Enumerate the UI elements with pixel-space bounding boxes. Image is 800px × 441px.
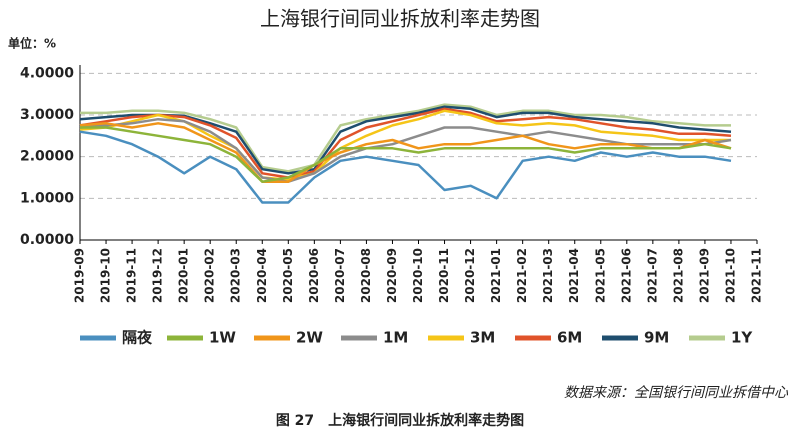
legend-label: 6M: [557, 329, 582, 347]
x-tick-label: 2020-04: [255, 248, 269, 303]
series-line: [79, 105, 732, 175]
x-tick-label: 2020-10: [411, 248, 425, 303]
x-tick-label: 2020-11: [437, 248, 451, 303]
series-line: [79, 122, 732, 183]
y-tick-label: 1.0000: [20, 190, 74, 206]
x-tick-label: 2019-10: [99, 248, 113, 303]
x-tick-label: 2021-05: [593, 248, 607, 303]
x-tick-label: 2020-03: [229, 248, 243, 303]
x-tick-label: 2020-12: [463, 248, 477, 303]
x-tick-label: 2020-02: [203, 248, 217, 303]
x-tick-label: 2021-06: [619, 248, 633, 303]
series-line: [80, 126, 732, 183]
x-tick-label: 2021-07: [645, 248, 659, 303]
chart-title: 上海银行间同业拆放利率走势图: [260, 7, 540, 31]
legend-label: 9M: [644, 329, 669, 347]
x-tick-label: 2021-10: [723, 248, 737, 303]
x-tick-label: 2020-09: [385, 248, 399, 303]
y-tick-label: 0.0000: [20, 232, 74, 248]
series-line: [79, 130, 732, 204]
source: 数据来源：全国银行间同业拆借中心: [564, 385, 789, 401]
x-tick-label: 2020-06: [307, 248, 321, 303]
x-tick-label: 2021-08: [671, 248, 685, 303]
x-tick-label: 2021-09: [697, 248, 711, 303]
legend-label: 1M: [383, 329, 408, 347]
x-tick-label: 2019-09: [73, 248, 87, 303]
caption: 图 27 上海银行间同业拆放利率走势图: [276, 412, 524, 429]
legend-label: 1W: [209, 329, 236, 347]
legend-label: 隔夜: [122, 329, 153, 347]
y-tick-label: 2.0000: [20, 149, 74, 165]
x-tick-label: 2021-04: [567, 248, 581, 303]
x-tick-label: 2019-12: [151, 248, 165, 303]
x-tick-label: 2021-01: [489, 248, 503, 303]
x-tick-label: 2021-03: [541, 248, 555, 303]
x-tick-label: 2020-05: [281, 248, 295, 303]
legend-label: 2W: [296, 329, 323, 347]
unit-label: 单位：%: [8, 36, 56, 51]
x-tick-label: 2021-02: [515, 248, 529, 303]
x-tick-label: 2021-11: [750, 248, 764, 303]
series-line: [79, 107, 732, 179]
legend-label: 1Y: [731, 329, 753, 347]
x-tick-label: 2020-08: [359, 248, 373, 303]
series-line: [80, 103, 731, 173]
y-tick-label: 3.0000: [20, 107, 74, 123]
x-tick-label: 2019-11: [125, 248, 139, 303]
x-tick-label: 2020-01: [177, 248, 191, 303]
legend-label: 3M: [470, 329, 495, 347]
y-tick-label: 4.0000: [20, 65, 74, 81]
x-tick-label: 2020-07: [333, 248, 347, 303]
